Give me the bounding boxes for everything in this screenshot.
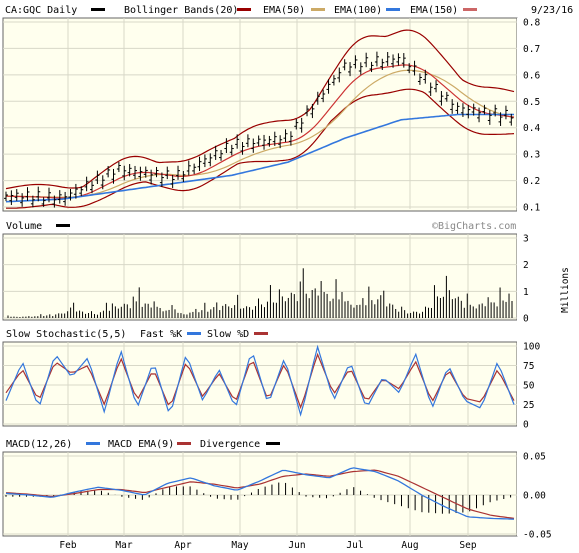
y-tick-label: 0.2 xyxy=(523,176,540,187)
macd-legend-title: MACD(12,26) xyxy=(6,439,72,450)
bollinger-upper-line xyxy=(5,29,515,190)
y-tick-label: 0.1 xyxy=(523,203,540,214)
y-tick-label: 0.5 xyxy=(523,97,540,108)
macd-line xyxy=(5,467,515,520)
y-tick-label: 0.4 xyxy=(523,123,540,134)
price-legend-ema50: EMA(50) xyxy=(263,5,305,16)
volume-panel xyxy=(2,233,518,321)
y-tick-label: 1 xyxy=(523,287,529,298)
axis-ticks: Feb Mar Apr May Jun Jul Aug Sep 0.8 0.7 0.6 0.5 0.4 0… xyxy=(59,18,551,552)
price-legend: CA:GQC Daily Bollinger Bands(20) EMA(50)… xyxy=(5,5,573,16)
y-tick-label: 0.00 xyxy=(523,491,546,502)
y-tick-label: 100 xyxy=(523,342,540,353)
chart-marks xyxy=(4,29,515,520)
bollinger-lower-line xyxy=(6,88,515,209)
macd-legend-divergence: Divergence xyxy=(200,439,260,450)
y-tick-label: 0 xyxy=(523,420,529,431)
y-tick-label: 2 xyxy=(523,260,529,271)
x-tick-label: Jun xyxy=(288,540,305,551)
stochastic-panel xyxy=(2,341,518,427)
x-tick-label: Mar xyxy=(115,540,132,551)
x-tick-label: Apr xyxy=(174,540,191,551)
y-tick-label: 0 xyxy=(523,314,529,325)
y-tick-label: 0.3 xyxy=(523,150,540,161)
stochastic-legend-fastk: Fast %K xyxy=(140,329,182,340)
macd-panel xyxy=(2,451,518,537)
price-legend-bollinger: Bollinger Bands(20) xyxy=(124,5,238,16)
stochastic-legend-title: Slow Stochastic(5,5) xyxy=(6,329,126,340)
watermark: ©BigCharts.com xyxy=(432,221,516,232)
y-tick-label: 0.7 xyxy=(523,44,540,55)
y-tick-label: 3 xyxy=(523,234,529,245)
chart-date: 9/23/16 xyxy=(531,5,573,16)
x-tick-label: May xyxy=(231,540,248,551)
price-legend-ema150: EMA(150) xyxy=(410,5,458,16)
stochastic-legend-slowd: Slow %D xyxy=(207,329,249,340)
y-tick-label: 0.05 xyxy=(523,452,546,463)
ema150-line xyxy=(5,113,514,203)
y-tick-label: 0.8 xyxy=(523,18,540,29)
ema50-line xyxy=(5,64,515,199)
volume-unit-label: Millions xyxy=(560,267,571,313)
right-axis-panel xyxy=(517,18,575,536)
macd-legend-signal: MACD EMA(9) xyxy=(108,439,174,450)
x-tick-label: Feb xyxy=(59,540,76,551)
price-legend-symbol: CA:GQC Daily xyxy=(5,5,77,16)
x-tick-label: Aug xyxy=(401,540,418,551)
volume-legend: Volume xyxy=(6,221,42,232)
y-tick-label: 50 xyxy=(523,381,535,392)
y-tick-label: -0.05 xyxy=(523,530,552,541)
y-tick-label: 25 xyxy=(523,400,534,411)
stochastic-fastk-line xyxy=(5,344,515,417)
macd-signal-line xyxy=(5,469,515,519)
y-tick-label: 75 xyxy=(523,361,534,372)
x-tick-label: Jul xyxy=(346,540,363,551)
price-legend-ema100: EMA(100) xyxy=(334,5,382,16)
x-tick-label: Sep xyxy=(459,540,476,551)
y-tick-label: 0.6 xyxy=(523,70,540,81)
price-panel xyxy=(2,17,518,212)
